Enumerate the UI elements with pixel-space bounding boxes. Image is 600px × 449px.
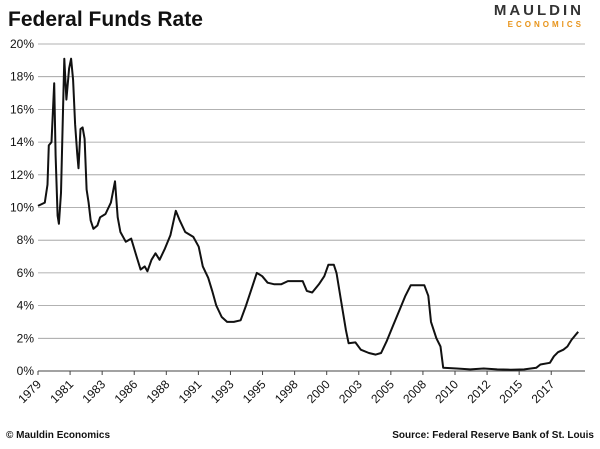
x-tick-label: 1993 <box>208 377 237 406</box>
x-tick-label: 1983 <box>79 377 108 406</box>
y-tick-label: 0% <box>17 364 35 378</box>
y-tick-label: 2% <box>17 331 35 345</box>
y-tick-label: 8% <box>17 233 35 247</box>
y-tick-label: 14% <box>10 135 34 149</box>
x-tick-label: 2008 <box>400 377 429 406</box>
footer-left: © Mauldin Economics <box>6 430 110 441</box>
x-tick-label: 2000 <box>304 377 333 406</box>
y-tick-label: 12% <box>10 168 34 182</box>
y-tick-label: 18% <box>10 70 34 84</box>
y-tick-label: 16% <box>10 102 34 116</box>
x-tick-label: 1986 <box>112 377 141 406</box>
y-tick-label: 10% <box>10 201 34 215</box>
x-tick-label: 2010 <box>432 377 461 406</box>
x-tick-label: 1998 <box>272 377 301 406</box>
x-tick-label: 1981 <box>47 377 76 406</box>
logo-line1: MAULDIN <box>494 2 584 19</box>
x-tick-label: 1995 <box>240 377 269 406</box>
x-tick-label: 2015 <box>496 377 525 406</box>
x-tick-label: 2005 <box>368 377 397 406</box>
x-tick-label: 2003 <box>336 377 365 406</box>
logo-line2: ECONOMICS <box>508 20 584 29</box>
x-tick-label: 2012 <box>464 377 493 406</box>
x-tick-label: 1988 <box>144 377 173 406</box>
x-tick-label: 2017 <box>529 377 558 406</box>
x-tick-label: 1979 <box>15 377 44 406</box>
chart-title: Federal Funds Rate <box>8 8 203 31</box>
y-tick-label: 6% <box>17 266 35 280</box>
x-tick-label: 1991 <box>176 377 205 406</box>
y-tick-label: 20% <box>10 37 34 51</box>
footer-right: Source: Federal Reserve Bank of St. Loui… <box>392 430 594 441</box>
line <box>37 57 579 371</box>
y-tick-label: 4% <box>17 299 35 313</box>
